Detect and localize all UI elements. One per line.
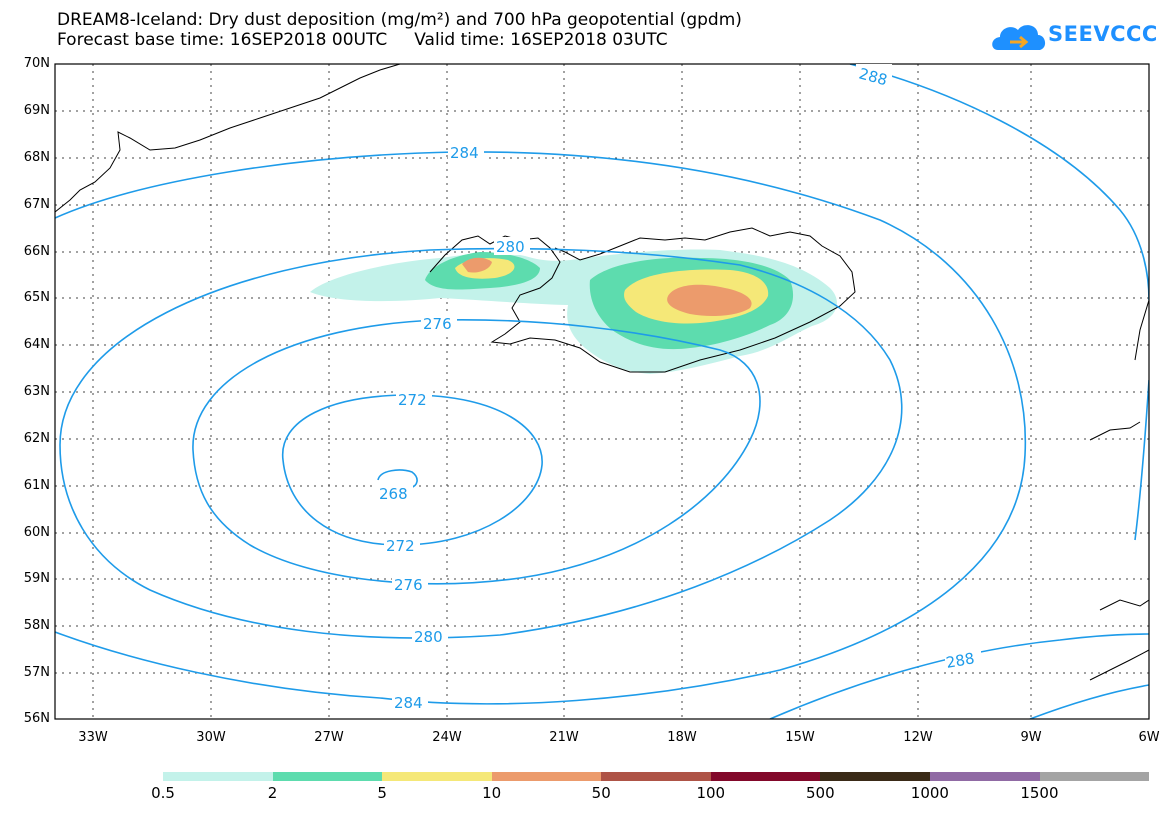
lat-label: 64N <box>23 337 50 352</box>
contour-label: 280 <box>414 628 443 646</box>
legend-swatch <box>1039 772 1150 781</box>
lat-label: 58N <box>23 618 50 633</box>
lat-label: 69N <box>23 103 50 118</box>
greenland-coast <box>55 64 401 213</box>
legend-swatch <box>163 772 273 781</box>
legend-label: 1500 <box>1020 784 1059 802</box>
contour-288a <box>849 64 1149 301</box>
legend-swatch <box>929 772 1040 781</box>
lat-label: 57N <box>23 665 50 680</box>
lat-label: 56N <box>23 711 50 726</box>
contour-label: 276 <box>423 315 452 333</box>
contour-288b <box>769 633 1149 719</box>
lon-label: 21W <box>549 730 579 745</box>
lat-label: 66N <box>23 244 50 259</box>
lat-label: 65N <box>23 290 50 305</box>
contour-272 <box>281 394 543 546</box>
lat-label: 68N <box>23 150 50 165</box>
contour-284 <box>55 151 1027 705</box>
dust-area-10b <box>667 284 752 316</box>
lon-label: 30W <box>196 730 226 745</box>
legend-label: 5 <box>377 784 387 802</box>
color-legend <box>163 772 1150 782</box>
contour-label: 284 <box>394 694 423 712</box>
cloud-logo-icon <box>992 25 1046 50</box>
contour-label: 280 <box>496 238 525 256</box>
legend-label: 0.5 <box>151 784 175 802</box>
lon-label: 9W <box>1020 730 1042 745</box>
legend-label: 500 <box>806 784 835 802</box>
plot-frame <box>54 63 1150 720</box>
legend-swatch <box>710 772 821 781</box>
contour-280 <box>59 247 903 639</box>
lon-label: 18W <box>667 730 697 745</box>
lat-label: 70N <box>23 56 50 71</box>
contour-276 <box>192 318 761 585</box>
legend-swatch <box>491 772 602 781</box>
contour-287-right <box>1134 379 1149 541</box>
dust-area-10 <box>462 257 492 273</box>
coastlines <box>55 64 1149 681</box>
legend-label: 1000 <box>910 784 949 802</box>
legend-label: 50 <box>591 784 611 802</box>
lon-label: 27W <box>314 730 344 745</box>
legend-swatch <box>820 772 930 781</box>
legend-label: 10 <box>482 784 502 802</box>
contour-label: 272 <box>398 391 427 409</box>
lon-label: 6W <box>1138 730 1160 745</box>
title-line-1: DREAM8-Iceland: Dry dust deposition (mg/… <box>57 10 742 30</box>
contour-288c <box>1029 684 1149 719</box>
contour-label: 272 <box>386 537 415 555</box>
contour-label: 268 <box>379 485 408 503</box>
legend-swatch <box>272 772 383 781</box>
title-line-2: Forecast base time: 16SEP2018 00UTC Vali… <box>57 30 668 50</box>
lat-label: 67N <box>23 197 50 212</box>
legend-label: 2 <box>267 784 278 802</box>
grid-lines <box>55 64 1149 719</box>
iceland-coast <box>429 227 856 373</box>
lat-label: 63N <box>23 384 50 399</box>
contour-label: 288 <box>945 649 976 672</box>
lat-label: 59N <box>23 571 50 586</box>
contour-268 <box>377 469 418 489</box>
legend-label: 100 <box>696 784 726 802</box>
lon-label: 12W <box>903 730 933 745</box>
lat-label: 60N <box>23 525 50 540</box>
lat-label: 62N <box>23 431 50 446</box>
legend-swatch <box>382 772 492 781</box>
lon-label: 15W <box>785 730 815 745</box>
contour-label: 284 <box>450 144 479 162</box>
logo-text: SEEVCCC <box>1048 22 1158 46</box>
lon-label: 24W <box>432 730 462 745</box>
contour-labels: 284 288 280 276 272 268 272 276 280 284 … <box>377 64 981 712</box>
dust-shading <box>310 249 837 374</box>
legend-swatch <box>601 772 711 781</box>
lon-label: 33W <box>78 730 108 745</box>
norway-coast <box>1089 299 1149 681</box>
lat-label: 61N <box>23 478 50 493</box>
contour-label: 276 <box>394 576 423 594</box>
